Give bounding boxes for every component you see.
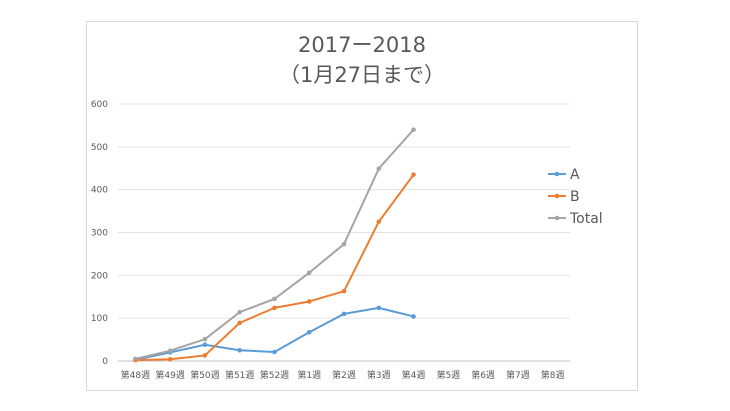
x-tick-label: 第51週: [225, 369, 254, 381]
legend-label: Total: [569, 211, 603, 227]
gridlines: [118, 103, 570, 362]
series-line: [135, 129, 415, 360]
data-point: [202, 353, 208, 358]
x-tick-label: 第4週: [402, 369, 426, 381]
data-point: [202, 336, 208, 342]
x-tick-label: 第5週: [436, 369, 460, 381]
data-point: [237, 347, 242, 353]
data-point: [237, 309, 242, 315]
x-tick-label: 第52週: [260, 369, 289, 381]
x-tick-label: 第48週: [121, 369, 150, 381]
chart-title: 2017ー2018: [298, 33, 426, 57]
data-point: [341, 288, 347, 294]
y-tick-label: 200: [91, 271, 108, 281]
data-point: [237, 320, 242, 326]
x-tick-label: 第3週: [367, 369, 391, 381]
data-point: [167, 348, 173, 354]
data-point: [376, 219, 382, 225]
data-point: [202, 342, 208, 348]
x-tick-label: 第6週: [471, 369, 495, 381]
data-point: [411, 127, 416, 132]
series-lines: [133, 127, 416, 363]
legend: AB Total: [548, 167, 603, 227]
legend-item-b: B: [548, 189, 580, 205]
legend-marker: [554, 193, 560, 199]
series-b: [133, 172, 416, 363]
data-point: [376, 166, 382, 171]
x-tick-label: 第7週: [506, 369, 530, 381]
y-axis-ticks: 0 100 200 300 400 500 600: [91, 100, 108, 367]
x-tick-label: 第50週: [190, 369, 219, 381]
y-tick-label: 500: [91, 143, 108, 153]
legend-label: B: [570, 189, 580, 205]
data-point: [376, 305, 382, 311]
data-point: [272, 296, 277, 302]
y-tick-label: 300: [91, 229, 108, 239]
data-point: [272, 349, 277, 355]
y-tick-label: 600: [91, 100, 108, 110]
series-total: [133, 127, 416, 362]
legend-item-total: Total: [548, 211, 603, 227]
y-tick-label: 400: [91, 186, 108, 196]
series-a: [133, 305, 416, 363]
data-point: [341, 241, 347, 247]
data-point: [411, 314, 416, 319]
data-point: [306, 299, 312, 304]
data-point: [272, 305, 277, 311]
x-tick-label: 第8週: [541, 369, 565, 381]
data-point: [411, 172, 416, 177]
legend-label: A: [570, 167, 580, 183]
data-point: [306, 270, 312, 276]
series-line: [135, 174, 415, 362]
y-tick-label: 0: [102, 357, 108, 367]
x-tick-label: 第1週: [297, 369, 321, 381]
chart-subtitle: （1月27日まで）: [279, 63, 445, 87]
legend-marker: [554, 215, 560, 221]
x-tick-label: 第49週: [155, 369, 184, 381]
data-point: [133, 356, 138, 362]
legend-item-a: A: [548, 167, 580, 183]
legend-marker: [554, 171, 560, 177]
data-point: [306, 330, 312, 335]
data-point: [167, 356, 173, 362]
x-axis-ticks: 第48週 第49週 第50週 第51週 第52週 第1週 第2週 第3週 第4週 第5週 第6週 第7…: [121, 369, 565, 381]
y-tick-label: 100: [91, 314, 108, 324]
data-point: [341, 311, 347, 317]
x-tick-label: 第2週: [332, 369, 356, 381]
